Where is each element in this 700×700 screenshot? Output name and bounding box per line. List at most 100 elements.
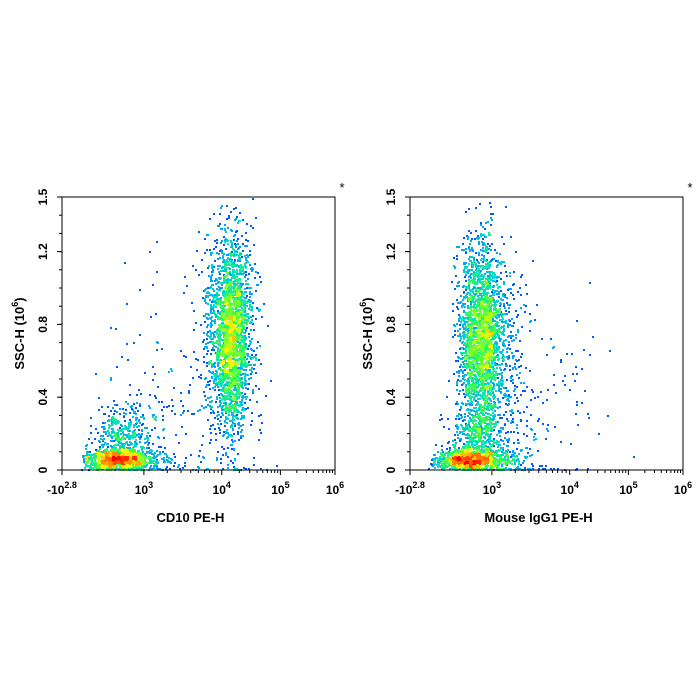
event-dot	[250, 287, 252, 289]
event-dot	[250, 309, 252, 311]
event-dot	[514, 452, 516, 454]
event-dot	[255, 359, 257, 361]
event-dot	[223, 386, 225, 388]
event-dot	[138, 433, 140, 435]
event-dot	[236, 269, 238, 271]
event-dot	[237, 303, 239, 305]
event-dot	[225, 281, 227, 283]
event-dot	[108, 432, 110, 434]
event-dot	[218, 277, 220, 279]
event-dot	[235, 416, 237, 418]
event-dot	[213, 345, 215, 347]
event-dot	[220, 315, 222, 317]
event-dot	[251, 412, 253, 414]
event-dot	[234, 440, 236, 442]
event-dot	[240, 264, 242, 266]
event-dot	[226, 339, 228, 341]
event-dot	[193, 329, 195, 331]
event-dot	[180, 350, 182, 352]
event-dot	[213, 334, 215, 336]
event-dot	[113, 440, 115, 442]
event-dot	[135, 461, 137, 463]
event-dot	[226, 254, 228, 256]
event-dot	[123, 450, 125, 452]
event-dot	[245, 321, 247, 323]
event-dot	[224, 294, 226, 296]
event-dot	[238, 392, 240, 394]
event-dot	[171, 459, 173, 461]
event-dot	[245, 232, 247, 234]
event-dot	[238, 439, 240, 441]
event-dot	[147, 457, 149, 459]
event-dot	[156, 467, 158, 469]
event-dot	[96, 458, 98, 460]
event-dot	[128, 447, 130, 449]
event-dot	[225, 354, 227, 356]
event-dot	[221, 349, 223, 351]
event-dot	[244, 361, 246, 363]
event-dot	[253, 244, 255, 246]
event-dot	[221, 250, 223, 252]
event-dot	[233, 339, 235, 341]
event-dot	[213, 296, 215, 298]
event-dot	[238, 220, 240, 222]
x-axis-title: CD10 PE-H	[157, 510, 225, 525]
event-dot	[247, 255, 249, 257]
event-dot	[230, 229, 232, 231]
event-dot	[225, 296, 227, 298]
event-dot	[227, 314, 229, 316]
event-dot	[129, 419, 131, 421]
event-dot	[225, 315, 227, 317]
event-dot	[239, 254, 241, 256]
event-dot	[101, 406, 103, 408]
event-dot	[116, 411, 118, 413]
event-dot	[250, 364, 252, 366]
event-dot	[178, 464, 180, 466]
event-dot	[214, 294, 216, 296]
event-dot	[244, 369, 246, 371]
event-dot	[224, 317, 226, 319]
event-dot	[251, 319, 253, 321]
event-dot	[142, 414, 144, 416]
event-dot	[125, 409, 127, 411]
event-dot	[137, 453, 139, 455]
event-dot	[232, 324, 234, 326]
event-dot	[182, 467, 184, 469]
event-dot	[244, 245, 246, 247]
event-dot	[86, 444, 88, 446]
event-dot	[150, 465, 152, 467]
event-dot	[225, 231, 227, 233]
event-dot	[111, 421, 113, 423]
event-dot	[237, 282, 239, 284]
event-dot	[149, 452, 151, 454]
event-dot	[127, 403, 129, 405]
event-dot	[244, 288, 246, 290]
event-dot	[245, 374, 247, 376]
event-dot	[253, 464, 255, 466]
event-dot	[223, 311, 225, 313]
event-dot	[217, 362, 219, 364]
event-dot	[151, 450, 153, 452]
event-dot	[146, 452, 148, 454]
event-dot	[140, 436, 142, 438]
event-dot	[193, 310, 195, 312]
event-dot	[213, 373, 215, 375]
event-dot	[209, 330, 211, 332]
event-dot	[228, 392, 230, 394]
event-dot	[171, 410, 173, 412]
event-dot	[221, 310, 223, 312]
event-dot	[174, 456, 176, 458]
event-dot	[239, 258, 241, 260]
event-dot	[232, 441, 234, 443]
event-dot	[247, 353, 249, 355]
event-dot	[139, 438, 141, 440]
event-dot	[116, 439, 118, 441]
event-dot	[102, 457, 104, 459]
event-dot	[167, 461, 169, 463]
event-dot	[126, 435, 128, 437]
event-dot	[217, 386, 219, 388]
event-dot	[229, 374, 231, 376]
event-dot	[113, 421, 115, 423]
event-dot	[117, 444, 119, 446]
event-dot	[211, 284, 213, 286]
